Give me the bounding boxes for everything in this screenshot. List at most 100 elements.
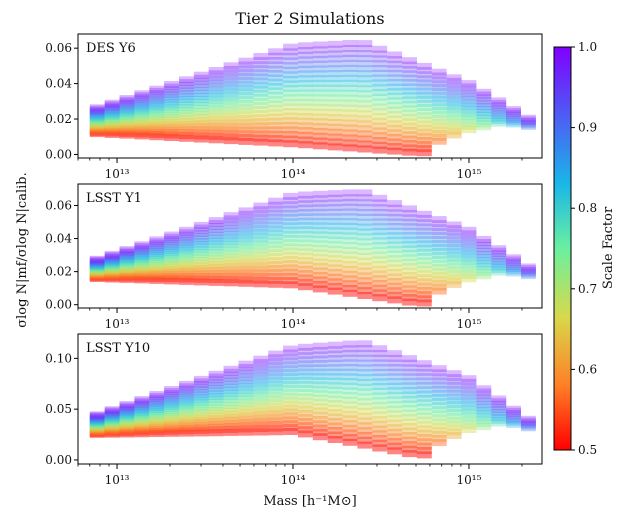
band-mark — [89, 427, 105, 435]
band-mark — [208, 370, 224, 378]
band-mark — [372, 378, 388, 386]
band-mark — [327, 227, 343, 235]
band-mark — [253, 404, 269, 412]
band-mark — [387, 56, 403, 64]
band-mark — [491, 398, 507, 406]
band-mark — [461, 230, 477, 238]
band-mark — [268, 78, 284, 86]
band-mark — [416, 99, 432, 107]
band-mark — [461, 233, 477, 241]
band-mark — [402, 377, 417, 385]
band-mark — [104, 129, 120, 137]
band-mark — [179, 231, 194, 239]
band-mark — [312, 416, 328, 423]
band-mark — [461, 96, 477, 104]
band-mark — [298, 397, 313, 405]
band-mark — [342, 373, 358, 381]
band-mark — [327, 250, 343, 258]
band-mark — [223, 266, 239, 274]
band-mark — [431, 259, 447, 267]
band-mark — [283, 117, 298, 125]
band-mark — [134, 242, 150, 250]
band-mark — [357, 427, 373, 435]
band-mark — [312, 262, 328, 270]
band-mark — [327, 364, 343, 372]
band-mark — [402, 423, 417, 430]
band-mark — [372, 383, 388, 390]
band-mark — [268, 65, 284, 73]
band-mark — [119, 410, 135, 418]
band-mark — [119, 119, 135, 127]
band-mark — [402, 96, 417, 104]
band-mark — [268, 398, 284, 406]
band-mark — [149, 415, 165, 423]
band-mark — [89, 116, 105, 124]
band-mark — [193, 235, 209, 243]
band-mark — [298, 42, 313, 50]
band-mark — [372, 416, 388, 424]
band-mark — [119, 267, 135, 275]
band-mark — [149, 103, 165, 111]
band-mark — [342, 246, 358, 254]
band-mark — [253, 254, 269, 262]
band-mark — [357, 60, 373, 68]
band-mark — [193, 393, 209, 401]
band-mark — [268, 122, 284, 130]
band-mark — [238, 137, 254, 145]
band-mark — [268, 48, 284, 56]
band-mark — [104, 105, 120, 113]
band-mark — [134, 269, 150, 277]
band-mark — [179, 104, 194, 112]
band-mark — [149, 85, 165, 93]
band-mark — [402, 249, 417, 257]
band-mark — [179, 415, 194, 423]
band-mark — [134, 122, 150, 130]
band-mark — [119, 403, 135, 411]
band-mark — [327, 359, 343, 367]
band-mark — [402, 289, 417, 297]
band-mark — [283, 349, 298, 357]
band-mark — [416, 223, 432, 231]
band-mark — [238, 221, 254, 229]
band-mark — [506, 106, 521, 114]
band-mark — [89, 428, 105, 436]
band-mark — [193, 96, 209, 103]
band-mark — [223, 392, 239, 400]
band-mark — [268, 217, 284, 225]
band-mark — [416, 286, 432, 294]
band-mark — [416, 274, 432, 282]
band-mark — [327, 241, 343, 249]
band-mark — [89, 430, 105, 437]
band-mark — [208, 255, 224, 263]
band-mark — [238, 84, 254, 92]
band-mark — [208, 406, 224, 414]
band-mark — [431, 263, 447, 271]
y-tick-label: 0.04 — [45, 77, 72, 91]
band-mark — [119, 429, 135, 437]
band-mark — [223, 237, 239, 245]
band-mark — [179, 87, 194, 95]
band-mark — [372, 103, 388, 111]
band-mark — [253, 206, 269, 214]
band-mark — [164, 413, 179, 421]
band-mark — [268, 233, 284, 241]
band-mark — [164, 240, 179, 248]
band-mark — [134, 274, 150, 282]
band-mark — [357, 105, 373, 113]
band-mark — [431, 377, 447, 385]
band-mark — [164, 421, 179, 429]
band-mark — [238, 69, 254, 77]
band-mark — [506, 116, 521, 124]
band-mark — [193, 259, 209, 267]
band-mark — [104, 268, 120, 276]
band-mark — [357, 75, 373, 83]
band-mark — [491, 109, 507, 117]
band-mark — [461, 389, 477, 397]
band-mark — [238, 367, 254, 375]
band-mark — [416, 438, 432, 446]
band-mark — [89, 257, 105, 265]
band-mark — [238, 224, 254, 232]
band-mark — [179, 109, 194, 117]
band-mark — [193, 403, 209, 411]
x-tick-label: 10¹⁵ — [457, 317, 482, 331]
